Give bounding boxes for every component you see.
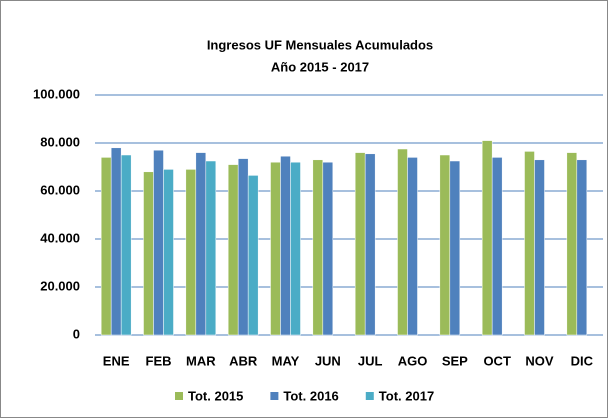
bar	[205, 160, 217, 336]
y-tick-label: 60.000	[40, 182, 80, 197]
bar	[270, 161, 281, 336]
bar	[227, 164, 239, 336]
bar	[290, 161, 301, 336]
legend-swatch	[270, 392, 279, 400]
bar	[481, 140, 493, 336]
y-tick-label: 100.000	[33, 86, 80, 101]
bar	[143, 171, 154, 336]
bar	[322, 161, 334, 336]
bar	[237, 158, 249, 336]
bar	[524, 151, 535, 336]
bar	[364, 153, 376, 336]
bar	[110, 147, 122, 336]
bar	[407, 157, 418, 336]
x-tick-label: SEP	[442, 353, 468, 368]
y-tick-label: 80.000	[40, 134, 80, 149]
x-tick-label: JUL	[358, 353, 383, 368]
legend-label: Tot. 2017	[379, 388, 434, 403]
bar	[185, 169, 197, 336]
bar	[100, 157, 112, 336]
bar	[153, 149, 164, 336]
bar	[280, 155, 291, 336]
legend-swatch	[175, 392, 183, 400]
bar	[120, 154, 132, 336]
x-tick-label: MAR	[186, 353, 216, 368]
bar	[195, 152, 207, 336]
x-tick-label: DIC	[571, 353, 594, 368]
bar	[354, 152, 366, 336]
bar	[449, 160, 461, 336]
bar	[534, 159, 545, 336]
x-tick-label: MAY	[272, 353, 300, 368]
chart-title: Ingresos UF Mensuales Acumulados	[207, 37, 433, 52]
legend-label: Tot. 2016	[283, 388, 338, 403]
x-tick-label: JUN	[315, 353, 341, 368]
legend-swatch	[365, 392, 374, 400]
x-tick-label: FEB	[146, 353, 172, 368]
x-tick-label: ENE	[103, 353, 130, 368]
chart-subtitle: Año 2015 - 2017	[271, 59, 369, 74]
y-tick-label: 20.000	[40, 278, 80, 293]
bar	[566, 152, 578, 336]
bar	[312, 159, 324, 336]
bar	[491, 157, 503, 336]
x-tick-label: OCT	[483, 353, 511, 368]
y-tick-label: 40.000	[40, 230, 80, 245]
x-tick-label: AGO	[398, 353, 428, 368]
legend-label: Tot. 2015	[188, 388, 243, 403]
x-tick-label: ABR	[229, 353, 258, 368]
bar	[576, 159, 588, 336]
bar	[439, 154, 451, 336]
y-tick-label: 0	[73, 326, 80, 341]
bar	[397, 148, 408, 336]
x-tick-label: NOV	[525, 353, 554, 368]
bar	[163, 169, 174, 336]
bar	[247, 175, 259, 336]
